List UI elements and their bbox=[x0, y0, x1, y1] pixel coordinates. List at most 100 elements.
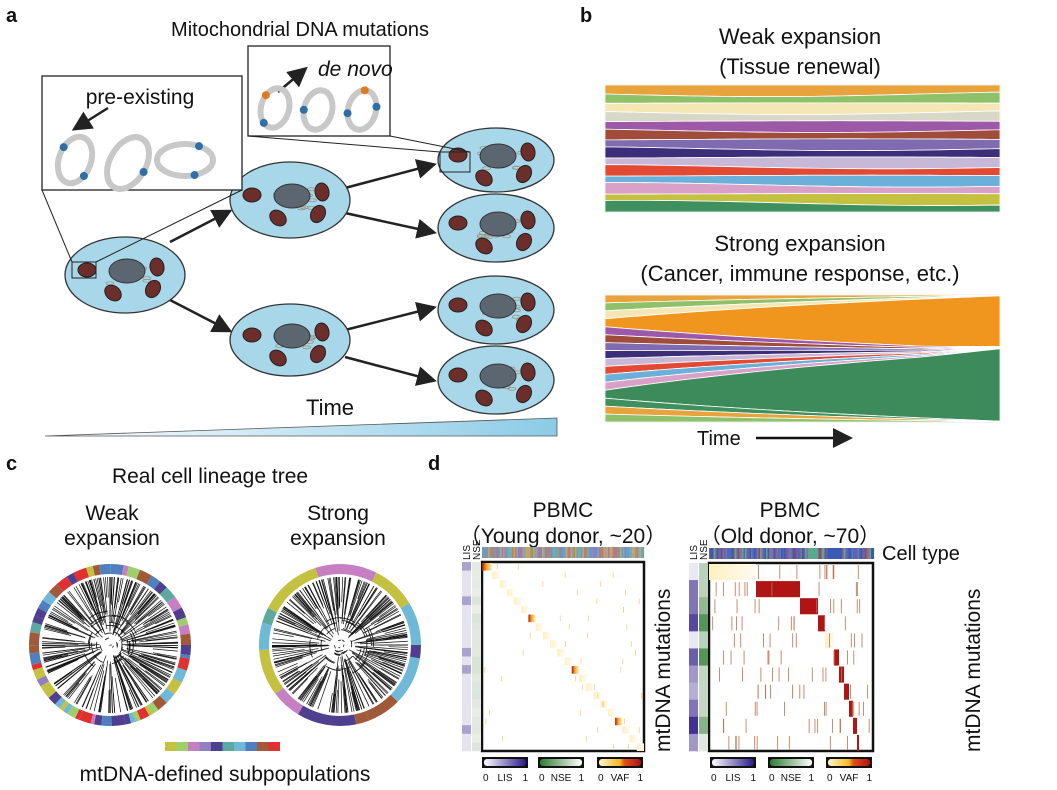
tree-branch bbox=[124, 662, 154, 699]
vaf-tick bbox=[596, 598, 598, 604]
cell-type-bar bbox=[488, 547, 490, 558]
tree-branch bbox=[53, 651, 101, 684]
subpopulation-ring-segment bbox=[48, 583, 64, 599]
subpopulation-ring-segment bbox=[110, 564, 124, 576]
vaf-tick bbox=[733, 633, 735, 648]
tree-branch bbox=[350, 640, 353, 648]
tree-branch bbox=[123, 581, 137, 611]
mitochondrion bbox=[520, 210, 536, 230]
vaf-tick bbox=[829, 735, 831, 750]
vaf-tick bbox=[767, 650, 769, 665]
tree-branch bbox=[88, 636, 92, 650]
tree-branch bbox=[341, 655, 353, 712]
cell-type-bar bbox=[836, 548, 839, 559]
tree-branch bbox=[139, 664, 167, 683]
vaf-tick bbox=[744, 582, 746, 597]
tree-branch bbox=[82, 582, 105, 632]
tree-branch bbox=[127, 583, 140, 607]
tree-branch bbox=[388, 633, 408, 638]
tree-branch bbox=[118, 578, 124, 603]
vaf-tick bbox=[740, 633, 742, 648]
vaf-tick bbox=[832, 565, 834, 580]
tree-branch bbox=[42, 646, 66, 649]
subpopulation-ring-segment bbox=[63, 702, 73, 714]
subpopulation-ring-segment bbox=[67, 705, 80, 719]
mutation-block bbox=[492, 571, 500, 580]
cell-type-bar bbox=[593, 547, 595, 558]
lis-cell bbox=[462, 570, 471, 580]
mutation-mark bbox=[190, 171, 199, 180]
vaf-tick bbox=[853, 650, 855, 665]
nse-cell bbox=[699, 580, 708, 598]
subpopulation-ring-segment bbox=[259, 622, 272, 651]
tree-branch bbox=[338, 577, 340, 607]
tree-branch bbox=[341, 619, 356, 626]
vaf-tick bbox=[763, 633, 764, 648]
mutation-block bbox=[636, 743, 644, 751]
cell-type-bar bbox=[588, 547, 591, 558]
vaf-tick bbox=[831, 718, 833, 733]
tree-branch bbox=[357, 637, 408, 644]
tree-branch bbox=[111, 577, 115, 613]
nse-cell bbox=[699, 716, 708, 735]
cell-type-bar bbox=[587, 547, 589, 558]
vaf-tick bbox=[529, 632, 531, 639]
tree-branch bbox=[118, 663, 140, 707]
tree-branch bbox=[272, 645, 330, 650]
panel-b: b Weak expansion (Tissue renewal) Strong… bbox=[580, 5, 1001, 450]
er-squiggle bbox=[302, 345, 312, 350]
lis-cell bbox=[462, 665, 471, 674]
tree-branch bbox=[91, 579, 97, 598]
subpopulation-ring-segment bbox=[99, 563, 111, 575]
cell-type-bar bbox=[838, 548, 840, 559]
tree-branch bbox=[145, 670, 166, 686]
tree-branch bbox=[59, 598, 82, 619]
tree-branch bbox=[324, 622, 337, 629]
vaf-tick bbox=[830, 599, 831, 614]
cell-type-bar bbox=[709, 548, 711, 559]
arrow-icon bbox=[71, 106, 109, 131]
tree-branch bbox=[45, 654, 80, 668]
tree-branch bbox=[44, 651, 86, 663]
vaf-tick bbox=[822, 667, 824, 682]
nse-cell bbox=[472, 673, 481, 683]
subpopulation-ring-segment bbox=[167, 596, 182, 613]
tree-branch bbox=[360, 651, 370, 667]
mutation-block bbox=[557, 648, 565, 657]
mutation-block bbox=[535, 623, 543, 631]
vaf-tick bbox=[829, 633, 830, 648]
cell-type-bar bbox=[775, 548, 777, 559]
tree-branch bbox=[282, 608, 332, 640]
tree-branch bbox=[318, 580, 329, 609]
tree-branch bbox=[354, 603, 394, 634]
tree-branch bbox=[333, 577, 338, 615]
panel-a: a Mitochondrial DNA mutations pre-existi… bbox=[6, 5, 558, 437]
vaf-tick bbox=[722, 582, 724, 597]
cell-type-bar bbox=[621, 547, 624, 558]
tree-branch bbox=[346, 581, 366, 629]
weak-title: Weak expansion bbox=[719, 24, 881, 49]
cell-type-bar bbox=[796, 548, 798, 559]
tree-branch bbox=[385, 621, 404, 629]
tree-branch bbox=[43, 650, 79, 659]
cell-type-bar bbox=[498, 547, 501, 558]
cell-type-bar bbox=[627, 547, 630, 558]
panel-a-title: Mitochondrial DNA mutations bbox=[171, 19, 429, 41]
tree-branch bbox=[340, 656, 346, 713]
cell-type-bar bbox=[582, 547, 585, 558]
vaf-tick bbox=[568, 624, 570, 630]
tree-branch bbox=[125, 590, 152, 625]
tree-branch bbox=[145, 636, 178, 642]
tree-branch bbox=[339, 652, 345, 655]
nse-cell bbox=[472, 665, 481, 674]
weak-label: expansion bbox=[64, 527, 160, 550]
cell-type-bar bbox=[853, 548, 855, 559]
cell-type-bar bbox=[767, 548, 770, 559]
tree-branch bbox=[369, 614, 402, 631]
cell-type-bar bbox=[841, 548, 843, 559]
vaf-tick bbox=[738, 582, 740, 597]
tree-branch bbox=[286, 671, 307, 688]
tree-branch bbox=[65, 672, 87, 698]
mutation-block bbox=[853, 717, 857, 734]
tree-branch bbox=[345, 577, 351, 610]
